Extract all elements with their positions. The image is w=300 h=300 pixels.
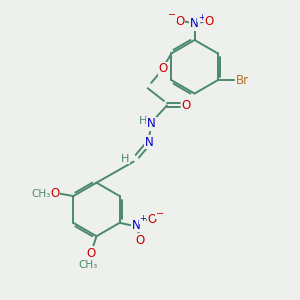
Text: −: − xyxy=(168,11,176,20)
Text: Br: Br xyxy=(236,74,249,87)
Text: +: + xyxy=(198,13,205,22)
Text: +: + xyxy=(139,214,146,223)
Text: O: O xyxy=(175,15,184,28)
Text: CH₃: CH₃ xyxy=(31,189,50,199)
Text: −: − xyxy=(156,209,164,219)
Text: H: H xyxy=(121,154,129,164)
Text: CH₃: CH₃ xyxy=(79,260,98,270)
Text: N: N xyxy=(132,219,140,232)
Text: O: O xyxy=(50,187,59,200)
Text: O: O xyxy=(135,234,144,247)
Text: N: N xyxy=(190,17,199,30)
Text: O: O xyxy=(182,99,191,112)
Text: O: O xyxy=(158,62,168,75)
Text: N: N xyxy=(145,136,154,149)
Text: N: N xyxy=(147,117,156,130)
Text: O: O xyxy=(86,247,96,260)
Text: O: O xyxy=(148,213,157,226)
Text: H: H xyxy=(139,116,147,127)
Text: O: O xyxy=(205,15,214,28)
